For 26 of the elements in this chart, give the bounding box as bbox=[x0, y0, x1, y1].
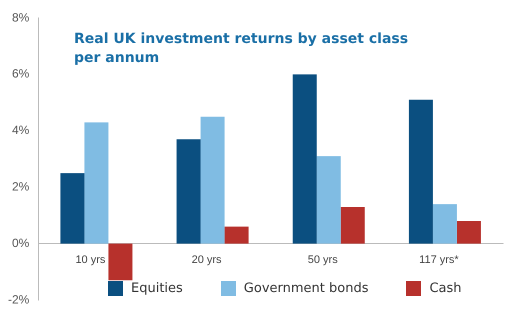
bar bbox=[340, 206, 365, 244]
y-tick-label: 2% bbox=[12, 180, 30, 194]
y-tick-label: 4% bbox=[12, 123, 30, 138]
y-tick-label: -2% bbox=[8, 292, 30, 306]
legend-label: Cash bbox=[429, 281, 462, 296]
bar bbox=[408, 100, 433, 244]
x-tick-label: 117 yrs* bbox=[419, 254, 460, 266]
bar bbox=[60, 173, 84, 244]
x-tick-label: 10 yrs bbox=[75, 254, 106, 266]
x-tick-label: 50 yrs bbox=[308, 254, 338, 266]
bar bbox=[292, 74, 317, 244]
x-tick-label: 20 yrs bbox=[192, 254, 222, 266]
bar bbox=[200, 116, 225, 244]
bar bbox=[432, 204, 457, 244]
text: Real UK investment returns by asset class per annum bbox=[74, 30, 410, 68]
y-tick-label: 8% bbox=[12, 10, 30, 24]
bar bbox=[84, 122, 108, 244]
bar bbox=[176, 139, 201, 244]
bar bbox=[224, 226, 249, 244]
legend-label: Government bonds bbox=[244, 281, 368, 296]
bar bbox=[316, 156, 341, 244]
y-tick-label: 0% bbox=[12, 236, 30, 250]
bar bbox=[456, 221, 481, 244]
legend-label: Equities bbox=[131, 281, 183, 296]
bar bbox=[108, 244, 132, 280]
y-tick-label: 6% bbox=[12, 66, 30, 81]
